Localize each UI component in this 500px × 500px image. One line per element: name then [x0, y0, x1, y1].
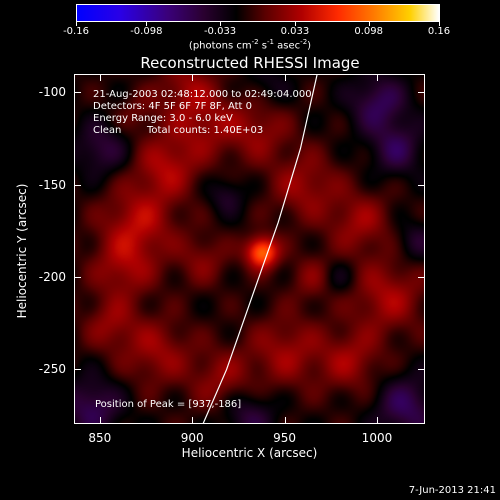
x-tick-label: 850: [88, 431, 112, 445]
colorbar-tick: [368, 22, 370, 26]
colorbar-tick: [146, 22, 148, 26]
timestamp: 7-Jun-2013 21:41: [408, 485, 496, 496]
plot-area[interactable]: 21-Aug-2003 02:48:12.000 to 02:49:04.000…: [74, 74, 425, 424]
x-tick: [284, 417, 286, 424]
y-tick: [74, 92, 81, 94]
y-tick-label: -150: [38, 177, 66, 192]
x-tick: [99, 417, 101, 424]
x-axis-label: Heliocentric X (arcsec): [181, 446, 318, 460]
y-tick: [418, 276, 425, 278]
total-counts-text: Total counts: 1.40E+03: [147, 125, 264, 136]
colorbar-tick: [294, 22, 296, 26]
image-title: Reconstructed RHESSI Image: [140, 54, 360, 72]
solar-limb-arc: [202, 75, 318, 423]
y-tick: [418, 184, 425, 186]
y-tick-label: -100: [38, 85, 66, 100]
y-tick: [74, 184, 81, 186]
colorbar-tick: [439, 22, 440, 26]
colorbar-tick: [220, 22, 222, 26]
x-tick-label: 900: [180, 431, 204, 445]
y-tick: [418, 368, 425, 370]
time-range-text: 21-Aug-2003 02:48:12.000 to 02:49:04.000: [93, 89, 312, 100]
x-tick: [284, 74, 286, 81]
peak-position-text: Position of Peak = [937,-186]: [95, 399, 242, 410]
y-tick: [74, 276, 81, 278]
energy-range-text: Energy Range: 3.0 - 6.0 keV: [93, 113, 233, 124]
x-tick-label: 950: [273, 431, 297, 445]
colorbar-tick: [76, 22, 77, 26]
x-tick: [376, 417, 378, 424]
colorbar-tick-label: -0.098: [130, 26, 163, 37]
x-tick: [99, 74, 101, 81]
y-tick-label: -250: [38, 361, 66, 376]
y-tick: [74, 368, 81, 370]
x-tick-label: 1000: [361, 431, 393, 445]
method-text: Clean: [93, 125, 122, 136]
plot-overlay: [202, 75, 318, 423]
colorbar: [76, 4, 440, 22]
colorbar-unit: (photons cm-2 s-1 asec-2): [188, 38, 312, 52]
x-tick: [192, 74, 194, 81]
x-tick: [192, 417, 194, 424]
x-tick: [376, 74, 378, 81]
y-axis-label: Heliocentric Y (arcsec): [15, 183, 29, 319]
colorbar-tick-label: -0.033: [203, 26, 237, 37]
y-tick-label: -200: [38, 269, 66, 284]
colorbar-tick-label: 0.033: [280, 26, 310, 37]
colorbar-tick-label: 0.098: [354, 26, 383, 37]
rhessi-heatmap: [75, 75, 424, 423]
detectors-text: Detectors: 4F 5F 6F 7F 8F, Att 0: [93, 101, 253, 112]
colorbar-tick-label: 0.16: [427, 26, 451, 37]
y-tick: [418, 92, 425, 94]
colorbar-tick-label: -0.16: [63, 26, 89, 37]
